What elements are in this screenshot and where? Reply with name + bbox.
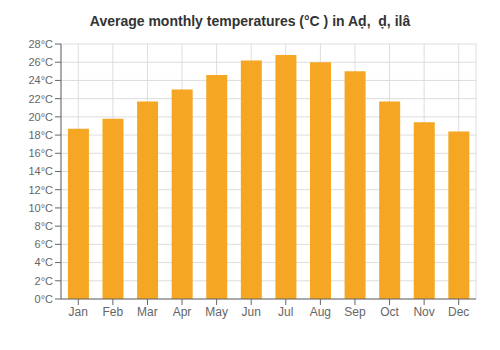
svg-text:18°C: 18°C — [28, 129, 53, 141]
svg-text:14°C: 14°C — [28, 165, 53, 177]
svg-text:Oct: Oct — [380, 305, 399, 319]
svg-text:12°C: 12°C — [28, 184, 53, 196]
svg-text:26°C: 26°C — [28, 56, 53, 68]
svg-text:16°C: 16°C — [28, 147, 53, 159]
svg-text:20°C: 20°C — [28, 111, 53, 123]
svg-text:Jun: Jun — [242, 305, 261, 319]
svg-text:4°C: 4°C — [35, 256, 54, 268]
svg-text:Feb: Feb — [103, 305, 124, 319]
html-text:Average monthly temperatures (: Average monthly temperatures (°C ) in Aḍ… — [89, 13, 411, 29]
svg-text:Jan: Jan — [69, 305, 88, 319]
svg-text:28°C: 28°C — [28, 38, 53, 50]
svg-text:Apr: Apr — [173, 305, 192, 319]
svg-text:22°C: 22°C — [28, 93, 53, 105]
svg-text:Mar: Mar — [137, 305, 158, 319]
svg-text:Sep: Sep — [344, 305, 366, 319]
svg-text:Aug: Aug — [310, 305, 331, 319]
svg-text:Jul: Jul — [278, 305, 293, 319]
svg-text:Nov: Nov — [413, 305, 434, 319]
svg-text:8°C: 8°C — [35, 220, 54, 232]
svg-text:10°C: 10°C — [28, 202, 53, 214]
svg-text:0°C: 0°C — [35, 293, 54, 305]
svg-text:2°C: 2°C — [35, 275, 54, 287]
svg-text:May: May — [205, 305, 228, 319]
svg-text:6°C: 6°C — [35, 238, 54, 250]
svg-text:Dec: Dec — [448, 305, 469, 319]
svg-text:24°C: 24°C — [28, 74, 53, 86]
